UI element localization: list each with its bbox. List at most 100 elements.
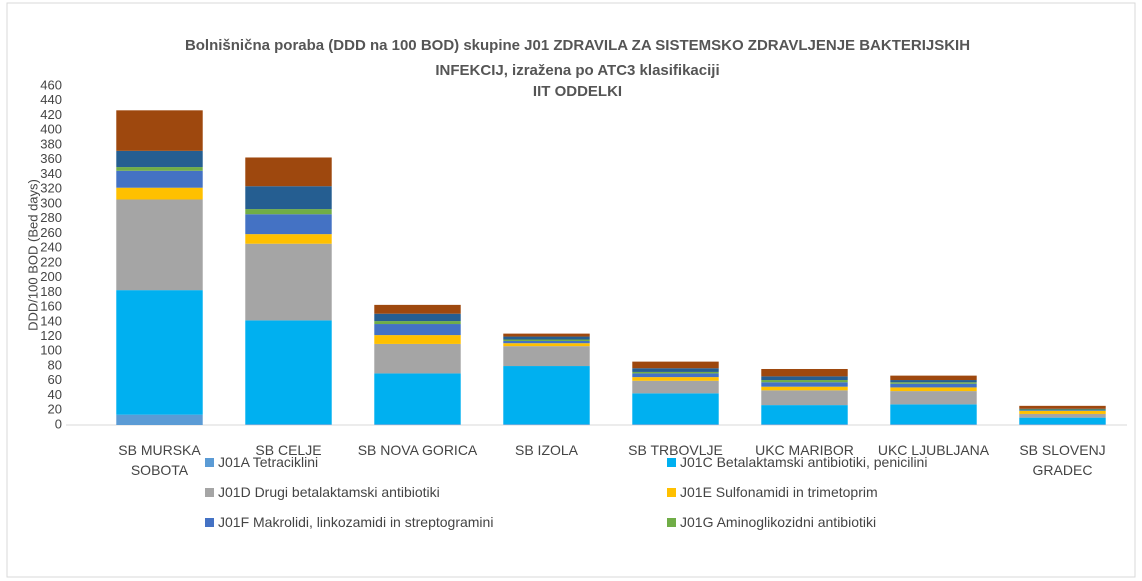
- x-tick-label: UKC MARIBOR: [755, 442, 854, 458]
- y-tick-label: 220: [40, 254, 62, 269]
- x-tick-label: SB SLOVENJ GRADEC: [1019, 442, 1106, 478]
- legend-item: J01A Tetraciklini: [205, 454, 318, 470]
- legend-label: J01F Makrolidi, linkozamidi in streptogr…: [218, 514, 494, 530]
- legend-item: J01D Drugi betalaktamski antibiotiki: [205, 484, 440, 500]
- bar-segment: [245, 234, 332, 244]
- bar-segment: [1019, 405, 1106, 409]
- bar-segment: [632, 424, 719, 425]
- bar-segment: [116, 199, 203, 291]
- bar-segment: [890, 383, 977, 388]
- x-tick-label: SB MURSKA SOBOTA: [118, 442, 201, 478]
- bar-segment: [761, 376, 848, 381]
- bar-segment: [245, 186, 332, 210]
- bar-segment: [632, 373, 719, 378]
- bar-segment: [503, 336, 590, 340]
- bar-segment: [503, 346, 590, 367]
- legend-item: J01F Makrolidi, linkozamidi in streptogr…: [205, 514, 493, 530]
- legend-item: J01E Sulfonamidi in trimetoprim: [667, 484, 878, 500]
- bar-segment: [1019, 424, 1106, 425]
- bar-segment: [890, 424, 977, 425]
- legend-swatch: [205, 488, 214, 497]
- bar-segment: [890, 391, 977, 405]
- bar-segment: [116, 110, 203, 151]
- legend-swatch: [667, 488, 676, 497]
- legend-swatch: [667, 458, 676, 467]
- bar-segment: [761, 405, 848, 425]
- y-tick-label: 400: [40, 122, 62, 137]
- bar-segment: [374, 324, 461, 336]
- bar-segment: [632, 361, 719, 369]
- y-tick-label: 140: [40, 313, 62, 328]
- bar-segment: [245, 209, 332, 215]
- bar-segment: [503, 333, 590, 337]
- y-tick-label: 280: [40, 210, 62, 225]
- bar-segment: [374, 424, 461, 425]
- bar-segment: [632, 380, 719, 394]
- bar-segment: [890, 382, 977, 384]
- bar-segment: [503, 424, 590, 425]
- y-tick-label: 60: [48, 372, 62, 387]
- x-tick-label: SB NOVA GORICA: [357, 442, 478, 458]
- y-tick-label: 460: [40, 77, 62, 92]
- y-tick-label: 300: [40, 195, 62, 210]
- bar-segment: [890, 380, 977, 383]
- legend-item: J01C Betalaktamski antibiotiki, penicili…: [667, 454, 927, 470]
- y-tick-label: 0: [55, 416, 62, 431]
- bar-segment: [632, 377, 719, 381]
- y-tick-label: 420: [40, 107, 62, 122]
- bar-segment: [245, 243, 332, 321]
- bar-segment: [761, 368, 848, 377]
- bar-segment: [761, 386, 848, 391]
- bar-segment: [116, 414, 203, 425]
- bar-segment: [1019, 413, 1106, 418]
- bar-segment: [890, 375, 977, 381]
- y-tick-label: 340: [40, 166, 62, 181]
- x-tick-label: SB TRBOVLJE: [628, 442, 723, 458]
- y-tick-label: 360: [40, 151, 62, 166]
- y-tick-label: 200: [40, 269, 62, 284]
- y-tick-label: 260: [40, 225, 62, 240]
- bar-segment: [1019, 408, 1106, 410]
- y-tick-label: 20: [48, 402, 62, 417]
- bar-segment: [245, 424, 332, 425]
- bar-segment: [761, 382, 848, 387]
- bar-segment: [116, 150, 203, 168]
- bar-segment: [1019, 410, 1106, 411]
- bar-segment: [374, 335, 461, 344]
- bar-segment: [374, 343, 461, 374]
- legend-label: J01D Drugi betalaktamski antibiotiki: [218, 484, 440, 500]
- bar-segment: [245, 157, 332, 187]
- legend-label: J01E Sulfonamidi in trimetoprim: [680, 484, 878, 500]
- bar-segment: [632, 371, 719, 374]
- x-tick-label: UKC LJUBLJANA: [877, 442, 990, 458]
- legend-swatch: [205, 458, 214, 467]
- legend-swatch: [667, 518, 676, 527]
- bar-segment: [116, 290, 203, 415]
- y-tick-label: 160: [40, 299, 62, 314]
- bar-segment: [503, 340, 590, 344]
- chart-title: Bolnišnična poraba (DDD na 100 BOD) skup…: [184, 37, 971, 79]
- bar-segment: [632, 393, 719, 425]
- bar-segment: [374, 304, 461, 314]
- chart-subtitle: IIT ODDELKI: [532, 83, 623, 100]
- y-tick-label: 80: [48, 357, 62, 372]
- y-tick-label: 440: [40, 92, 62, 107]
- chart-border: [6, 2, 1136, 578]
- bar-segment: [116, 170, 203, 188]
- bar-segment: [374, 321, 461, 325]
- y-tick-label: 380: [40, 136, 62, 151]
- bar-segment: [1019, 409, 1106, 411]
- bar-segment: [116, 167, 203, 171]
- y-axis-label: DDD/100 BOD (Bed days): [25, 179, 40, 331]
- bar-segment: [1019, 417, 1106, 425]
- bar-segment: [1019, 410, 1106, 414]
- bar-segment: [761, 424, 848, 425]
- y-tick-label: 120: [40, 328, 62, 343]
- bar-segment: [632, 368, 719, 372]
- bar-segment: [245, 320, 332, 425]
- bar-segment: [761, 390, 848, 406]
- bar-segment: [503, 343, 590, 347]
- bar-segment: [374, 313, 461, 322]
- bar-segment: [245, 214, 332, 235]
